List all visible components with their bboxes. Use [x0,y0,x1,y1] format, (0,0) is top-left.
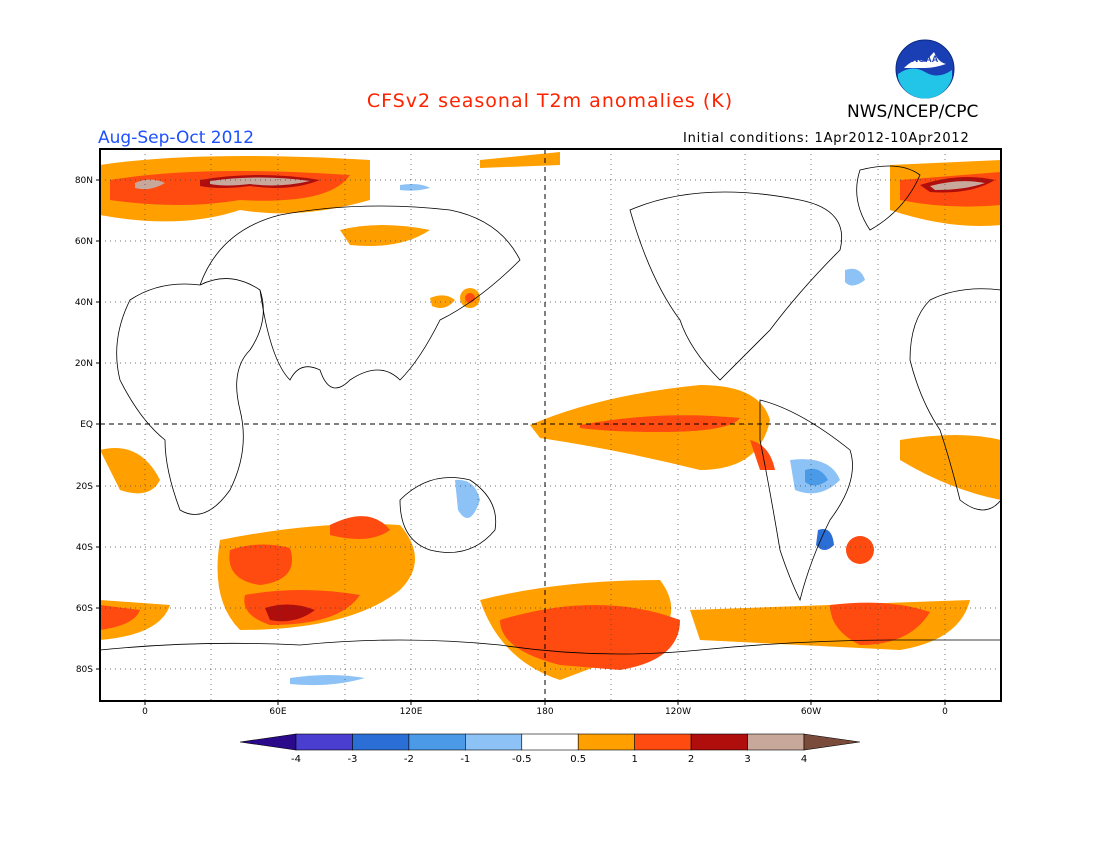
legend-tick-label: 0.5 [570,754,586,765]
chart-title: CFSv2 seasonal T2m anomalies (K) [366,90,734,112]
lon-label: 120W [665,707,691,717]
legend-swatch [803,733,861,751]
lat-label: 80N [75,176,93,186]
lat-label: 40N [75,298,93,308]
legend-tick-label: -0.5 [512,754,532,765]
legend-tick-label: 2 [688,754,694,765]
lat-label: 60N [75,237,93,247]
lon-label: 180 [536,707,553,717]
legend-swatch [577,733,635,751]
forecast-period: Aug-Sep-Oct 2012 [98,128,255,148]
legend-tick-label: 1 [631,754,637,765]
legend-tick-label: 4 [801,754,807,765]
noaa-logo: NOAA [894,38,956,104]
lat-label: EQ [80,420,93,430]
legend-swatch [634,733,692,751]
legend-swatch [690,733,748,751]
legend-swatch [295,733,353,751]
anomaly-shading [100,152,1001,686]
legend-tick-label: -3 [347,754,357,765]
logo-text: NOAA [912,54,939,64]
legend-tick-label: -1 [460,754,470,765]
lon-axis: 0 60E 120E 180 120W 60W 0 [142,701,948,717]
legend-tick-label: -2 [404,754,414,765]
lon-label: 60E [269,707,286,717]
legend-swatch [521,733,579,751]
lat-label: 20S [76,482,93,492]
lon-label: 0 [942,707,948,717]
legend-swatch [465,733,523,751]
initial-conditions: Initial conditions: 1Apr2012-10Apr2012 [683,131,970,146]
lat-label: 60S [76,604,93,614]
lon-label: 120E [400,707,423,717]
lat-axis: 80N 60N 40N 20N EQ 20S 40S 60S 80S [75,176,100,675]
agency-label: NWS/NCEP/CPC [847,102,979,122]
lat-label: 80S [76,665,93,675]
color-legend: -4 -3 -2 -1 -0.5 0.5 1 2 3 4 [239,733,861,765]
legend-swatch [352,733,410,751]
gridlines [100,149,1001,701]
legend-swatch [239,733,297,751]
legend-swatch [747,733,805,751]
lat-label: 20N [75,359,93,369]
lat-label: 40S [76,543,93,553]
lon-label: 60W [801,707,821,717]
legend-tick-label: -4 [291,754,301,765]
legend-tick-label: 3 [744,754,750,765]
map-frame [99,148,1002,702]
legend-swatch [408,733,466,751]
lon-label: 0 [142,707,148,717]
coastlines [100,165,1001,655]
